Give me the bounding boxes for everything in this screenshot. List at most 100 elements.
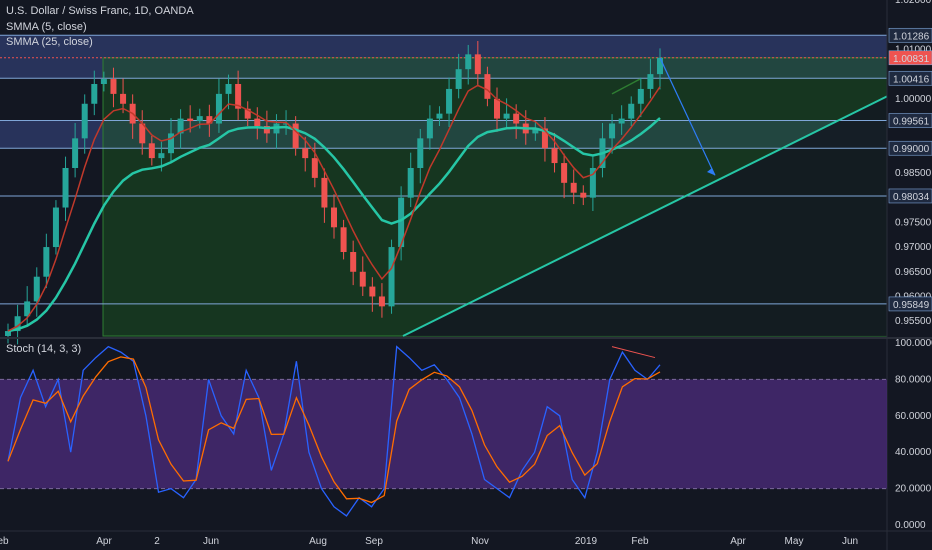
- time-tick-label: Jun: [203, 536, 219, 547]
- candle-body: [81, 103, 88, 139]
- price-tick-label: 0.97000: [895, 242, 932, 253]
- candle-body: [388, 247, 395, 307]
- candle-body: [206, 116, 213, 124]
- candle-body: [43, 247, 50, 277]
- candle-body: [446, 88, 453, 114]
- time-tick-label: Sep: [365, 536, 383, 547]
- price-label-box: [888, 296, 932, 312]
- candle-body: [33, 276, 40, 302]
- price-label: 1.00831: [893, 54, 930, 65]
- candle-body: [494, 98, 500, 119]
- time-tick-label: 2: [154, 536, 160, 547]
- candle-body: [5, 331, 11, 336]
- time-tick-label: Aug: [309, 536, 327, 547]
- smma-slow-legend[interactable]: SMMA (25, close): [6, 36, 93, 48]
- candle-body: [484, 74, 491, 99]
- candle-body: [369, 286, 376, 297]
- stoch-tick-label: 20.0000: [895, 484, 932, 495]
- stoch-legend[interactable]: Stoch (14, 3, 3): [6, 343, 82, 355]
- stoch-tick-label: 40.0000: [895, 447, 932, 458]
- candle-body: [254, 118, 261, 126]
- price-label: 0.95849: [893, 300, 930, 311]
- candle-body: [359, 271, 366, 287]
- candle-body: [91, 84, 98, 104]
- candle-body: [225, 84, 232, 94]
- price-label: 0.98034: [893, 192, 930, 203]
- candle-body: [589, 168, 596, 198]
- price-label: 1.01286: [893, 31, 930, 42]
- candle-body: [340, 227, 347, 252]
- candle-body: [110, 79, 117, 94]
- candle-body: [158, 153, 165, 159]
- candle-body: [168, 133, 174, 154]
- smma-fast-line: [7, 84, 661, 332]
- price-label-box: [888, 27, 932, 43]
- candle-body: [455, 69, 462, 89]
- candle-body: [609, 123, 616, 139]
- candle-body: [657, 57, 663, 75]
- candle-body: [311, 158, 318, 178]
- candle-body: [120, 93, 127, 104]
- candle-body: [350, 252, 357, 272]
- candle-body: [541, 128, 548, 149]
- stoch-tick-label: 60.0000: [895, 411, 932, 422]
- candle-body: [72, 138, 79, 168]
- candle-body: [580, 192, 587, 198]
- time-tick-label: Nov: [471, 536, 489, 547]
- price-tick-label: 1.02000: [895, 0, 932, 6]
- candle-body: [100, 79, 107, 84]
- candle-body: [618, 118, 625, 124]
- price-tick-label: 1.00000: [895, 94, 932, 105]
- price-label-box: [888, 70, 932, 86]
- green-arrow: [611, 78, 641, 95]
- candle-body: [292, 123, 299, 149]
- candle-body: [436, 113, 443, 119]
- resistance-zone: [0, 35, 887, 79]
- candle-body: [263, 126, 270, 134]
- time-tick-label: Jun: [842, 536, 858, 547]
- candle-body: [215, 93, 222, 124]
- price-tick-label: 0.95500: [895, 316, 932, 327]
- candle-body: [551, 148, 558, 164]
- price-tick-label: 0.97500: [895, 217, 932, 228]
- candle-body: [398, 197, 405, 248]
- candle-body: [235, 84, 242, 109]
- ascending-trendline: [402, 95, 888, 337]
- candle-body: [637, 88, 644, 104]
- stoch-band: [0, 379, 887, 489]
- price-tick-label: 0.98500: [895, 168, 932, 179]
- candle-body: [331, 207, 337, 228]
- price-label-box: [888, 113, 932, 128]
- candle-body: [513, 113, 520, 124]
- candle-body: [407, 168, 414, 198]
- candle-body: [283, 123, 290, 125]
- candle-body: [187, 118, 194, 122]
- price-tick-label: 1.01000: [895, 44, 932, 55]
- candle-body: [503, 113, 510, 119]
- symbol-title[interactable]: U.S. Dollar / Swiss Franc, 1D, OANDA: [6, 5, 194, 17]
- stoch-tick-label: 80.0000: [895, 374, 932, 385]
- time-tick-label: Apr: [730, 536, 746, 547]
- candle-body: [177, 118, 184, 134]
- time-tick-label: Apr: [96, 536, 112, 547]
- candle-body: [426, 118, 433, 139]
- candle-body: [474, 54, 481, 75]
- stoch-tick-label: 0.0000: [895, 520, 926, 531]
- candle-body: [321, 177, 328, 208]
- candle-body: [24, 301, 31, 317]
- price-label-box: [888, 140, 932, 156]
- stoch-k-line: [7, 345, 661, 517]
- stoch-divergence-arrow: [611, 346, 656, 359]
- candle-body: [378, 296, 385, 307]
- candle-body: [628, 103, 635, 119]
- candle-body: [52, 207, 59, 248]
- candle-body: [570, 182, 577, 193]
- candle-body: [139, 123, 146, 144]
- time-tick-label: 2019: [575, 536, 598, 547]
- stoch-d-line: [7, 356, 661, 504]
- smma-fast-legend[interactable]: SMMA (5, close): [6, 21, 87, 33]
- candle-body: [561, 163, 568, 183]
- time-tick-label: Feb: [0, 536, 9, 547]
